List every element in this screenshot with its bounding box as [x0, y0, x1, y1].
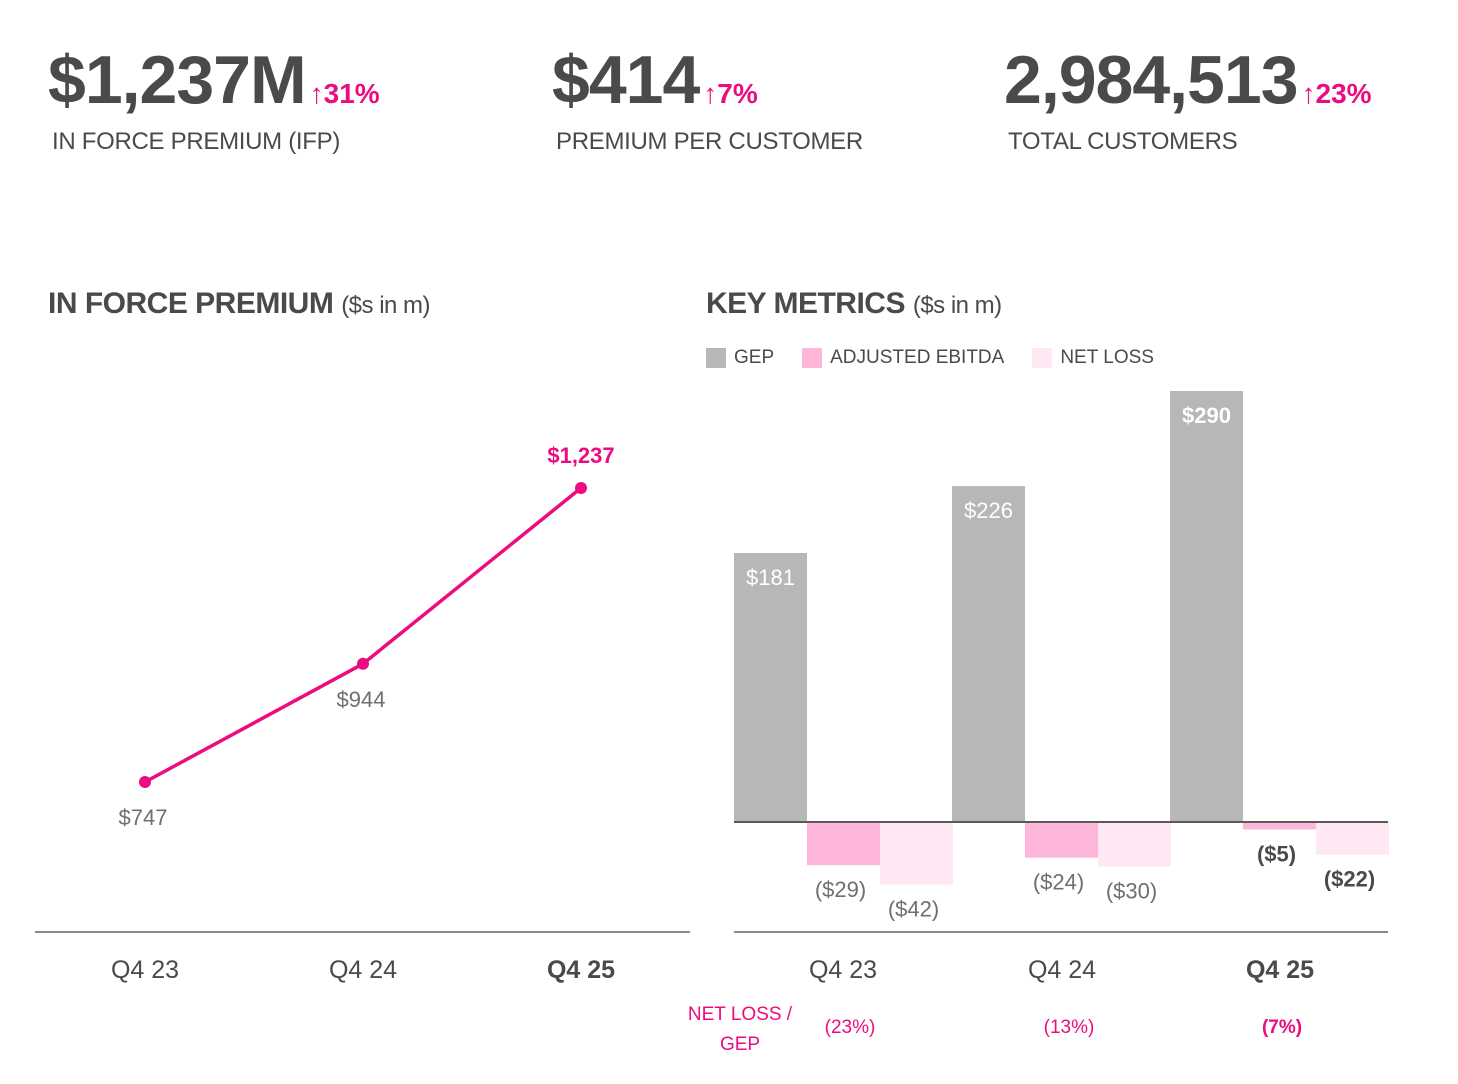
data-label: $226	[964, 498, 1013, 523]
x-tick-label: Q4 23	[111, 956, 179, 984]
legend-swatch-net-loss	[1032, 348, 1053, 368]
net-loss-gep-label-line1: NET LOSS /	[687, 1004, 793, 1025]
legend-item-gep: GEP	[706, 347, 774, 369]
kpi-label: TOTAL CUSTOMERS	[1008, 128, 1238, 155]
data-point	[575, 482, 587, 494]
bar-adjusted-ebitda	[807, 822, 880, 866]
data-label: ($42)	[888, 896, 939, 921]
data-label: $1,237	[547, 443, 614, 468]
data-label: $290	[1182, 403, 1231, 428]
net-loss-gep-label: NET LOSS / GEP	[680, 1000, 800, 1060]
data-label: $944	[337, 687, 386, 712]
data-label: ($30)	[1106, 879, 1157, 904]
x-tick-label: Q4 25	[547, 956, 615, 984]
bar-adjusted-ebitda	[1025, 822, 1098, 858]
data-label: ($5)	[1257, 841, 1296, 866]
bar-gep	[1170, 391, 1243, 822]
legend-label: ADJUSTED EBITDA	[830, 347, 1005, 368]
key-metrics-title-unit: ($s in m)	[912, 292, 1002, 319]
kpi-label: PREMIUM PER CUSTOMER	[556, 128, 863, 155]
kpi-value: $1,237M	[48, 42, 307, 118]
net-loss-gep-value: (7%)	[1261, 1017, 1303, 1038]
data-label: ($22)	[1324, 867, 1375, 892]
data-label: $181	[746, 565, 795, 590]
kpi-premium-per-customer: $414 ↑7% PREMIUM PER CUSTOMER	[552, 40, 863, 156]
x-tick-label: Q4 24	[329, 956, 397, 984]
x-tick-label: Q4 23	[809, 956, 877, 984]
bar-net-loss	[880, 822, 953, 885]
ifp-line-chart: $747 Q4 23 $944 Q4 24 $1,237 Q4 25	[35, 443, 690, 984]
key-metrics-bar-chart: $181 $226 $290 ($29) ($24) ($5) ($42) ($30) ($22…	[734, 391, 1389, 984]
net-loss-gep-value: (13%)	[1043, 1017, 1095, 1038]
kpi-change: ↑23%	[1301, 78, 1372, 109]
legend-swatch-adjusted-ebitda	[802, 348, 823, 368]
x-tick-label: Q4 25	[1246, 956, 1314, 984]
bar-gep	[734, 552, 807, 822]
legend-item-adjusted-ebitda: ADJUSTED EBITDA	[802, 347, 1004, 369]
kpi-change: ↑7%	[703, 78, 758, 109]
kpi-value: $414	[552, 42, 700, 118]
legend-label: GEP	[734, 347, 775, 368]
ifp-line	[144, 486, 583, 784]
bar-adjusted-ebitda	[1243, 822, 1316, 830]
ifp-title-text: IN FORCE PREMIUM	[48, 287, 334, 320]
ifp-title-unit: ($s in m)	[341, 292, 431, 319]
key-metrics-legend: GEP ADJUSTED EBITDA NET LOSS	[706, 347, 1182, 369]
data-point	[357, 657, 369, 670]
legend-label: NET LOSS	[1060, 347, 1154, 368]
data-label: ($24)	[1033, 870, 1084, 895]
legend-item-net-loss: NET LOSS	[1032, 347, 1154, 369]
bar-gep	[952, 486, 1025, 822]
kpi-in-force-premium: $1,237M ↑31% IN FORCE PREMIUM (IFP)	[48, 40, 380, 156]
ifp-chart-title: IN FORCE PREMIUM ($s in m)	[48, 287, 431, 321]
net-loss-gep-label-line2: GEP	[719, 1034, 761, 1055]
bar-net-loss	[1098, 822, 1171, 867]
data-label: $747	[119, 805, 168, 830]
data-point	[139, 776, 151, 788]
bar-net-loss	[1316, 822, 1389, 855]
legend-swatch-gep	[706, 348, 726, 368]
x-tick-label: Q4 24	[1028, 956, 1096, 984]
key-metrics-title: KEY METRICS ($s in m)	[706, 287, 1002, 321]
kpi-total-customers: 2,984,513 ↑23% TOTAL CUSTOMERS	[1004, 40, 1372, 156]
net-loss-gep-value: (23%)	[824, 1017, 876, 1038]
kpi-change: ↑31%	[309, 78, 380, 109]
kpi-label: IN FORCE PREMIUM (IFP)	[52, 128, 341, 155]
kpi-value: 2,984,513	[1004, 42, 1299, 118]
data-label: ($29)	[815, 877, 866, 902]
key-metrics-title-text: KEY METRICS	[706, 287, 905, 320]
